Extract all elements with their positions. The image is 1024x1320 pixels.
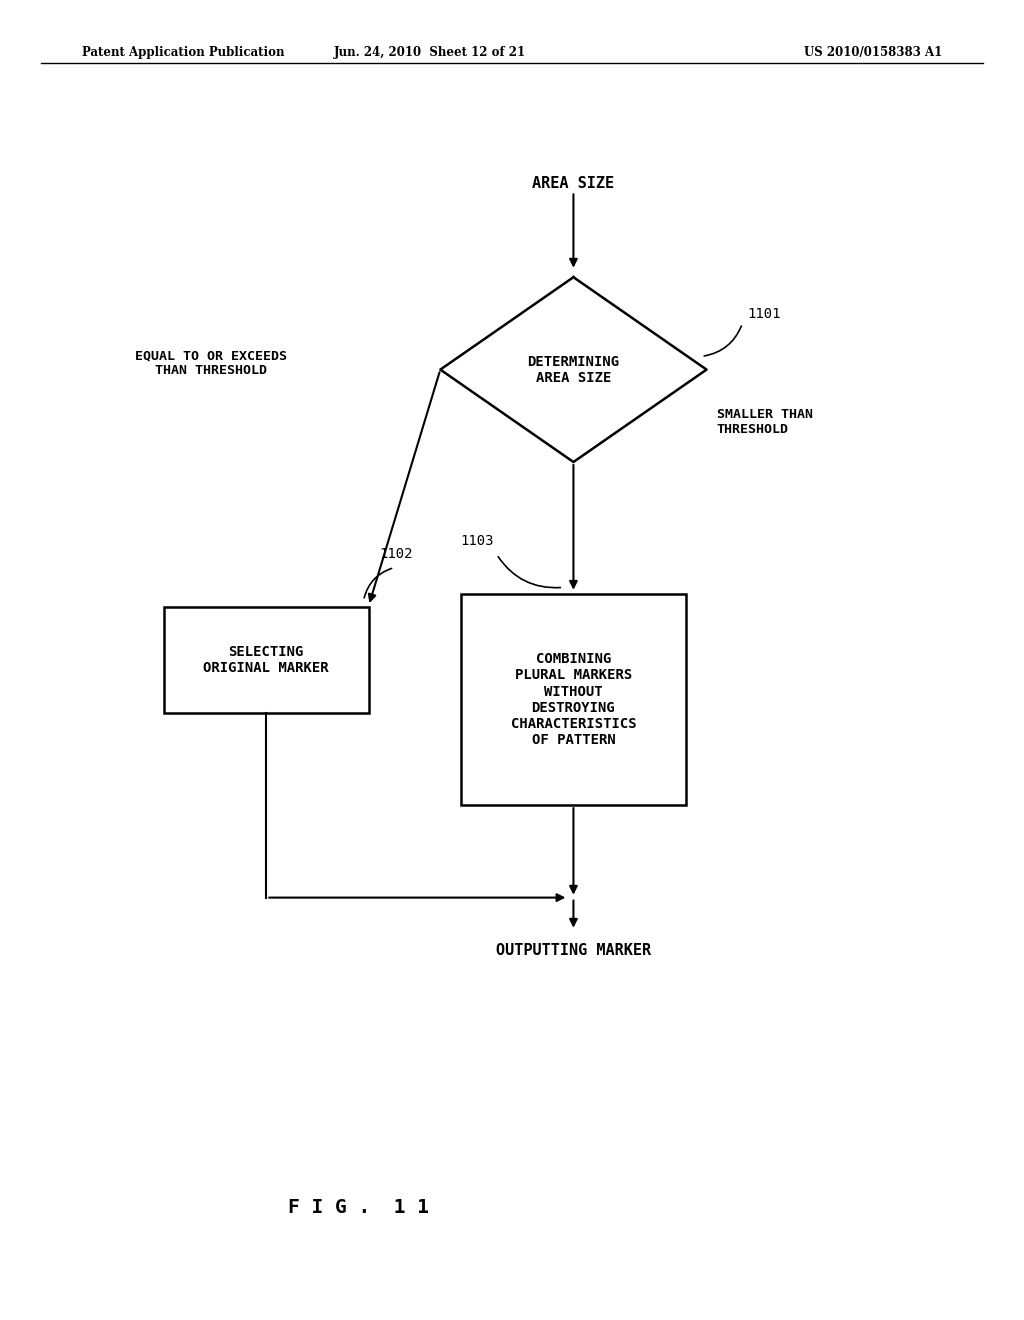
Text: OUTPUTTING MARKER: OUTPUTTING MARKER	[496, 942, 651, 958]
Text: 1101: 1101	[748, 308, 781, 321]
Text: SELECTING
ORIGINAL MARKER: SELECTING ORIGINAL MARKER	[204, 645, 329, 675]
Text: DETERMINING
AREA SIZE: DETERMINING AREA SIZE	[527, 355, 620, 384]
Text: COMBINING
PLURAL MARKERS
WITHOUT
DESTROYING
CHARACTERISTICS
OF PATTERN: COMBINING PLURAL MARKERS WITHOUT DESTROY…	[511, 652, 636, 747]
Text: EQUAL TO OR EXCEEDS
THAN THRESHOLD: EQUAL TO OR EXCEEDS THAN THRESHOLD	[135, 348, 287, 378]
Text: F I G .  1 1: F I G . 1 1	[288, 1199, 429, 1217]
Text: Patent Application Publication: Patent Application Publication	[82, 46, 285, 59]
Text: 1103: 1103	[461, 533, 495, 548]
Text: 1102: 1102	[379, 546, 413, 561]
Text: AREA SIZE: AREA SIZE	[532, 177, 614, 191]
FancyBboxPatch shape	[461, 594, 686, 805]
Text: SMALLER THAN
THRESHOLD: SMALLER THAN THRESHOLD	[717, 408, 813, 437]
Text: US 2010/0158383 A1: US 2010/0158383 A1	[804, 46, 942, 59]
Text: Jun. 24, 2010  Sheet 12 of 21: Jun. 24, 2010 Sheet 12 of 21	[334, 46, 526, 59]
FancyBboxPatch shape	[164, 607, 369, 713]
